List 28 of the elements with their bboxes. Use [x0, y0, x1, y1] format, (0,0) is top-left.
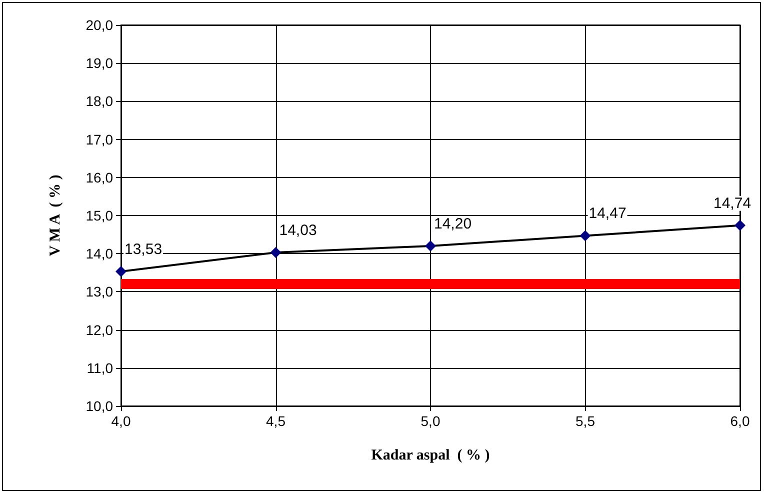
data-label: 13,53	[124, 241, 162, 258]
x-tick-label: 5,0	[420, 413, 440, 429]
point	[734, 220, 746, 231]
x-tick-label: 6,0	[730, 413, 750, 429]
y-tick-label: 14,0	[86, 246, 114, 262]
x-axis-title: Kadar aspal ( % )	[371, 448, 490, 464]
point	[425, 240, 436, 252]
data-label: 14,20	[434, 215, 472, 232]
point	[580, 230, 591, 242]
data-label: 14,03	[279, 222, 317, 239]
x-tick-label: 4,5	[266, 413, 286, 429]
y-tick-label: 12,0	[86, 322, 114, 338]
data-label: 14,47	[588, 205, 626, 222]
y-tick-label: 13,0	[86, 284, 114, 300]
x-tick-label: 4,0	[111, 413, 131, 429]
y-tick-label: 11,0	[86, 360, 114, 376]
y-axis-title: V M A ( % )	[48, 174, 64, 256]
point	[270, 246, 282, 258]
y-tick-label: 15,0	[86, 208, 114, 224]
y-tick-label: 17,0	[86, 131, 114, 148]
data-label: 14,74	[714, 194, 752, 212]
y-tick-label: 10,0	[86, 398, 114, 414]
point	[116, 266, 126, 278]
y-tick-label: 19,0	[86, 55, 114, 72]
y-tick-label: 18,0	[86, 93, 114, 110]
y-tick-label: 20,0	[86, 17, 114, 33]
x-tick-label: 5,5	[576, 413, 596, 429]
y-tick-label: 16,0	[86, 169, 114, 186]
